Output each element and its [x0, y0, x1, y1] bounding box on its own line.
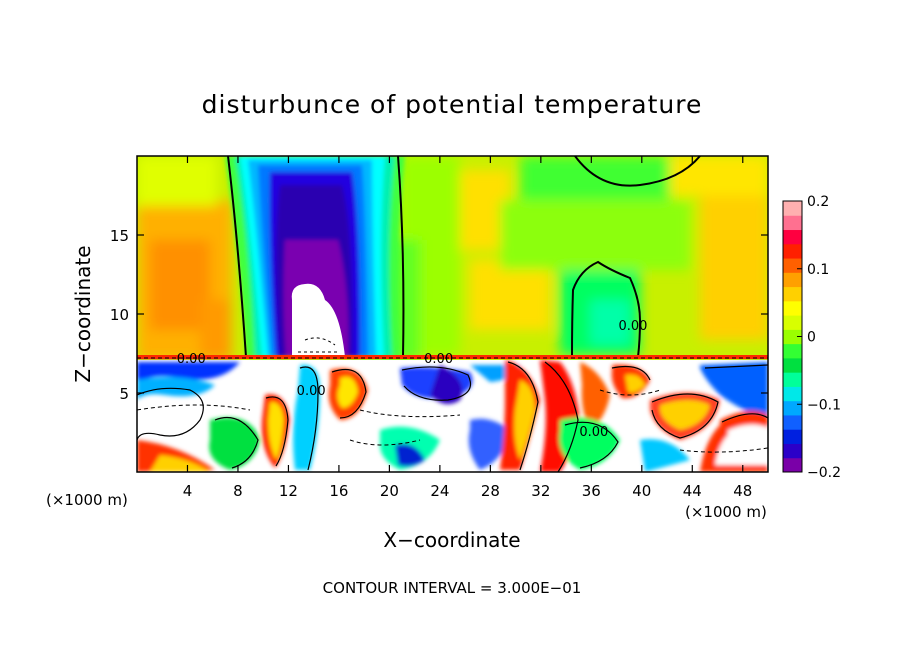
x-tick-label: 48: [733, 482, 752, 500]
lower-layer-field: [137, 360, 768, 472]
colorbar-swatch: [783, 286, 802, 302]
colorbar: [782, 200, 803, 473]
colorbar-tick-label: 0.2: [807, 194, 829, 210]
colorbar-ticks: 0.2 0.1 0 −0.1 −0.2: [797, 194, 841, 481]
x-tick-label: 44: [683, 482, 702, 500]
x-tick-label: 28: [481, 482, 500, 500]
colorbar-swatch: [783, 315, 802, 330]
x-tick-label: 24: [430, 482, 449, 500]
y-axis-ticks: 5 10 15: [110, 227, 768, 403]
y-tick-label: 5: [119, 385, 129, 403]
x-unit-label-right: (×1000 m): [685, 503, 767, 521]
colorbar-swatch: [783, 386, 802, 402]
contour-label: 0.00: [579, 425, 608, 440]
colorbar-swatch: [783, 429, 802, 444]
colorbar-swatch: [783, 414, 802, 430]
colorbar-swatch: [783, 357, 802, 373]
x-tick-label: 40: [632, 482, 651, 500]
contour-label-group: 0.00 0.00 0.00 0.00 0.00: [177, 319, 648, 440]
colorbar-swatch: [783, 443, 802, 459]
colorbar-tick-label: −0.1: [807, 397, 841, 413]
x-unit-label-left: (×1000 m): [46, 491, 128, 509]
y-tick-label: 10: [110, 306, 129, 324]
x-tick-label: 12: [279, 482, 298, 500]
contour-label: 0.00: [424, 352, 453, 367]
contour-label: 0.00: [618, 319, 647, 334]
x-axis-ticks: 4 8 12 16 20 24 28 32 36 40 44 48: [183, 156, 752, 500]
plot-area: 0.00 0.00 0.00 0.00 0.00: [137, 156, 768, 472]
x-axis-label: X−coordinate: [383, 528, 520, 552]
colorbar-swatch: [783, 343, 802, 359]
colorbar-swatch: [783, 243, 802, 259]
colorbar-tick-label: 0.1: [807, 262, 829, 278]
chart-title: disturbunce of potential temperature: [202, 90, 703, 119]
contour-interval-note: CONTOUR INTERVAL = 3.000E−01: [323, 579, 582, 597]
x-tick-label: 36: [582, 482, 601, 500]
colorbar-swatch: [783, 457, 802, 473]
upper-layer-field: [137, 156, 768, 361]
colorbar-swatch: [783, 329, 802, 345]
x-tick-label: 4: [183, 482, 193, 500]
contour-label: 0.00: [297, 384, 326, 399]
x-tick-label: 8: [233, 482, 243, 500]
y-axis-label: Z−coordinate: [71, 245, 95, 382]
colorbar-tick-label: −0.2: [807, 465, 841, 481]
colorbar-swatch: [783, 300, 802, 316]
x-tick-label: 20: [380, 482, 399, 500]
colorbar-swatch: [783, 258, 802, 273]
colorbar-swatch: [783, 229, 802, 245]
x-tick-label: 32: [531, 482, 550, 500]
y-tick-label: 15: [110, 227, 129, 245]
colorbar-swatch: [783, 215, 802, 231]
colorbar-swatch: [783, 372, 802, 387]
colorbar-swatch: [783, 400, 802, 416]
colorbar-swatch: [783, 272, 802, 288]
colorbar-swatch: [783, 201, 802, 216]
colorbar-tick-label: 0: [807, 330, 816, 346]
x-tick-label: 16: [329, 482, 348, 500]
contour-label: 0.00: [177, 352, 206, 367]
